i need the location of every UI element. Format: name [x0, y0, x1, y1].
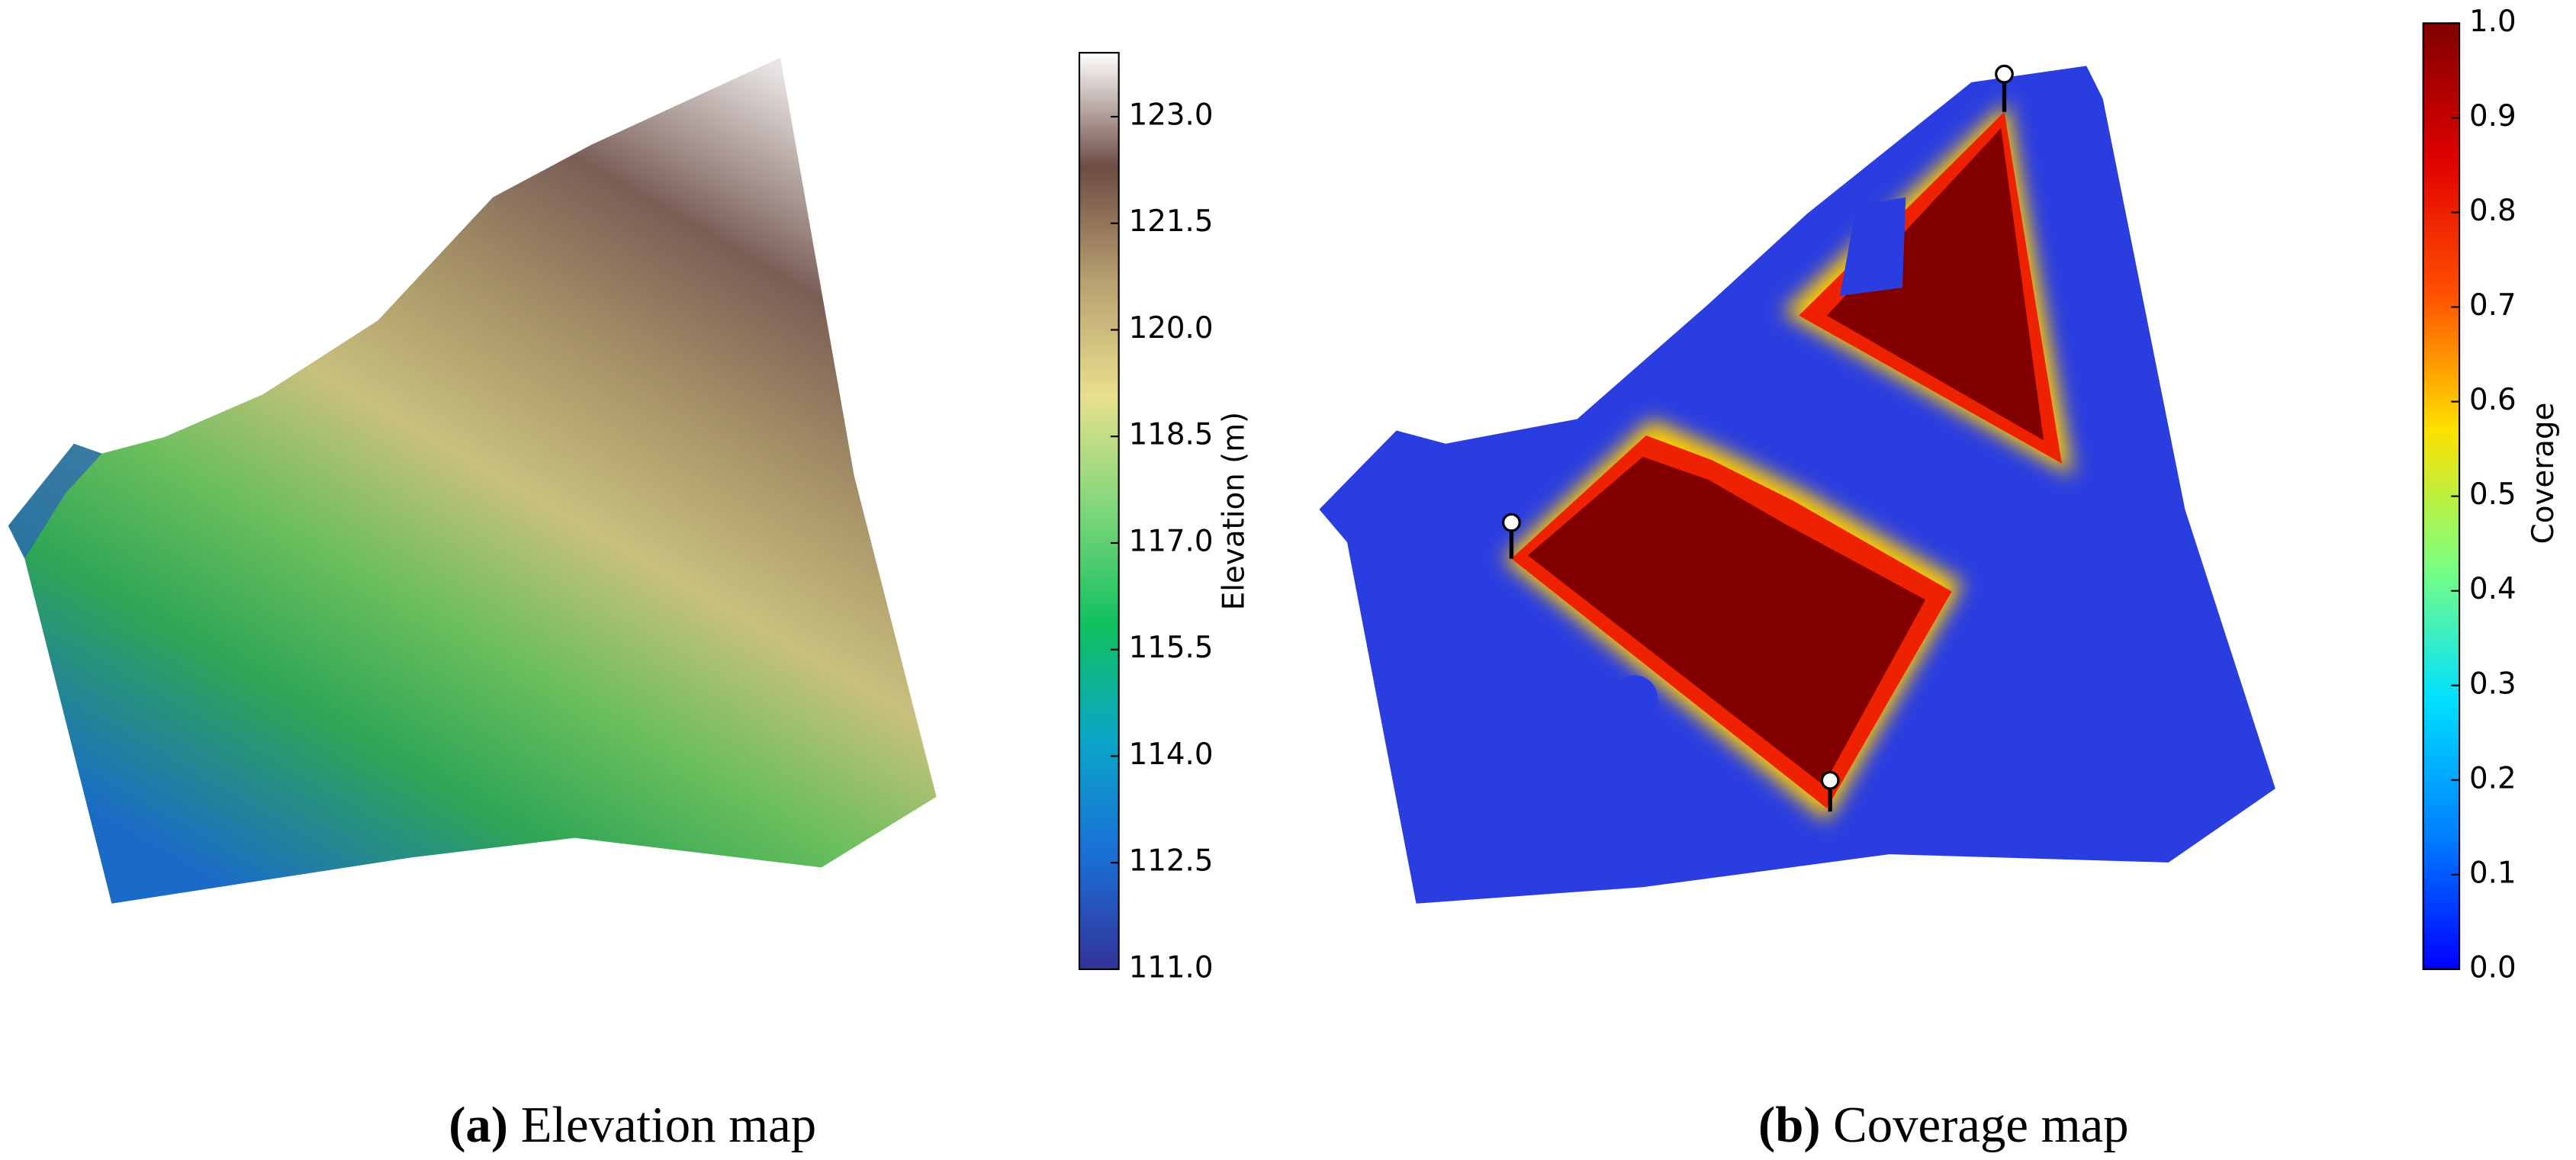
- colorbar-tick-label: 0.4: [2469, 572, 2517, 606]
- sensor-nodes: [1502, 64, 2014, 812]
- colorbar-tick-label: 0.1: [2469, 856, 2517, 890]
- colorbar: [1078, 52, 1120, 971]
- colorbar-tick-label: 112.5: [1129, 844, 1214, 879]
- colorbar-tick-label: 0.2: [2469, 761, 2517, 795]
- colorbar-tick-label: 114.0: [1129, 737, 1214, 772]
- caption-text: Coverage map: [1833, 1097, 2128, 1153]
- caption: (b) Coverage map: [1758, 1097, 2129, 1153]
- coverage-zone: [1826, 128, 2044, 441]
- colorbar-tick-label: 123.0: [1129, 98, 1214, 133]
- panel: 111.0 112.5 114.0 115.5 117.0 118.5 120.0 121.5…: [449, 52, 1251, 1153]
- sensor-node: [1502, 513, 1521, 532]
- colorbar-tick-label: 121.5: [1129, 204, 1214, 239]
- panel: 0.0 0.1 0.2 0.3 0.4 0.5 0.6 0.7 0.8 0.9 1.0 Coverag…: [1758, 5, 2561, 1153]
- sensor-node: [1820, 770, 1840, 790]
- colorbar-tick-label: 118.5: [1129, 418, 1214, 452]
- coverage-hole: [1840, 197, 1906, 296]
- caption: (a) Elevation map: [449, 1097, 816, 1153]
- caption-label: (a): [449, 1097, 508, 1153]
- elevation-edge: [8, 443, 102, 559]
- sensor-node: [1995, 64, 2014, 84]
- colorbar-tick-label: 0.9: [2469, 99, 2517, 133]
- colorbar-label: Coverage: [2526, 403, 2561, 545]
- coverage-hole: [1611, 675, 1658, 721]
- caption-label: (b): [1758, 1097, 1821, 1153]
- colorbar-tick-label: 111.0: [1129, 950, 1214, 985]
- elevation-surface: [8, 57, 937, 904]
- coverage-zone: [1527, 456, 1926, 786]
- colorbar-tick-label: 0.0: [2469, 950, 2517, 985]
- colorbar-tick-label: 120.0: [1129, 311, 1214, 345]
- colorbar-tick-label: 117.0: [1129, 524, 1214, 558]
- colorbar-tick-label: 0.6: [2469, 383, 2517, 417]
- colorbar-label: Elevation (m): [1217, 412, 1251, 610]
- colorbar-tick-label: 0.8: [2469, 194, 2517, 228]
- caption-text: Elevation map: [521, 1097, 816, 1153]
- colorbar-tick-label: 0.3: [2469, 667, 2517, 701]
- colorbar-tick-label: 1.0: [2469, 5, 2517, 39]
- colorbar-tick-label: 115.5: [1129, 631, 1214, 665]
- colorbar-tick-label: 0.7: [2469, 288, 2517, 323]
- colorbar-tick-label: 0.5: [2469, 477, 2517, 512]
